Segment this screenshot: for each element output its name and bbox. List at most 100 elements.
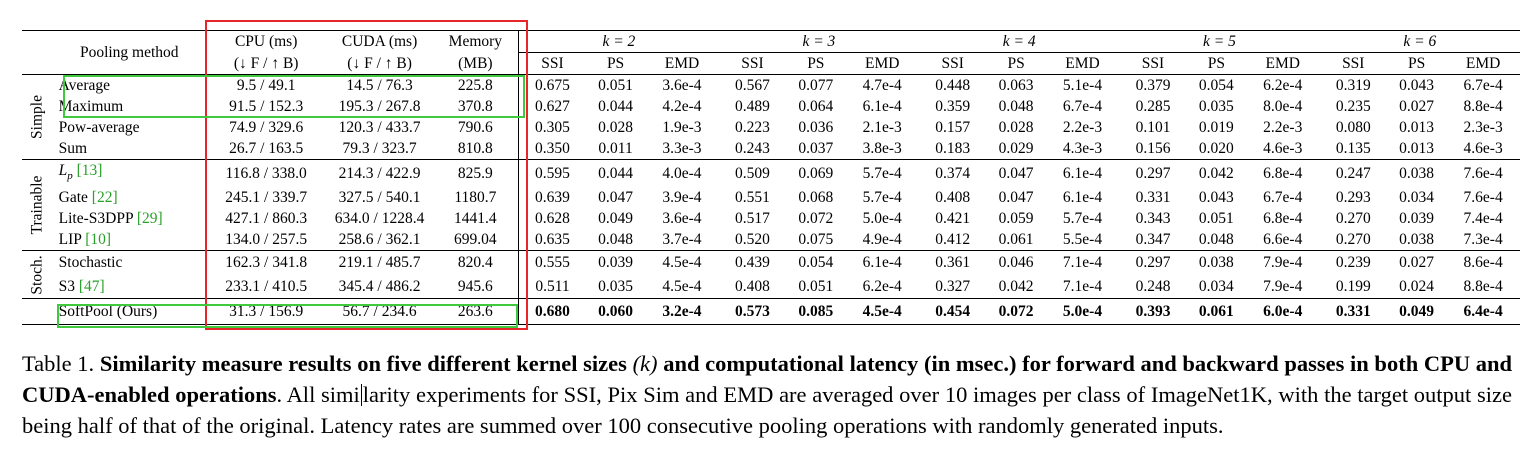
metric-cell: 4.5e-4 (862, 303, 902, 321)
citation-link[interactable]: [29] (136, 210, 163, 228)
cpu-cell: 91.5 / 152.3 (229, 98, 304, 115)
metric-cell: 0.059 (998, 210, 1034, 228)
metric-cell: 0.051 (598, 77, 633, 94)
method-name-text: Lite-S3DPP (58, 210, 133, 228)
method-name: Maximum (53, 96, 206, 117)
metric-cell: 0.069 (798, 165, 834, 183)
metric-cell: 0.038 (1198, 254, 1234, 272)
cuda-cell: 634.0 / 1228.4 (334, 210, 425, 228)
metric-cell: 0.331 (1135, 189, 1171, 207)
metric-cell: 0.054 (1198, 77, 1234, 94)
metric-cell: 0.567 (735, 77, 770, 94)
table-row: Gate [22] 245.1 / 339.7 327.5 / 540.1 1180.… (22, 187, 1520, 209)
citation-link[interactable]: [10] (85, 231, 112, 249)
metric-cell: 0.072 (998, 303, 1034, 321)
metric-cell: 0.421 (935, 210, 971, 228)
metric-cell: 6.1e-4 (862, 254, 902, 272)
method-name: SoftPool (Ours) (53, 299, 206, 325)
metric-cell: 0.489 (735, 98, 770, 115)
method-name-text: Sum (58, 140, 88, 157)
metric-cell: 8.6e-4 (1463, 254, 1503, 272)
metric-cell: 0.051 (1198, 210, 1234, 228)
cpu-cell: 31.3 / 156.9 (229, 303, 304, 321)
citation-link[interactable]: [22] (91, 189, 118, 207)
metric-cell: 6.2e-4 (1263, 77, 1303, 94)
caption-k: (k) (632, 351, 658, 376)
k6-header: k = 6 (1319, 30, 1520, 53)
metric-cell: 0.028 (998, 119, 1034, 136)
metric-cell: 0.039 (598, 254, 633, 272)
metric-ps: PS (1007, 55, 1025, 72)
metric-cell: 0.042 (1198, 165, 1234, 183)
metric-cell: 0.374 (935, 165, 971, 183)
metric-cell: 0.379 (1135, 77, 1171, 94)
mem-cell: 699.04 (454, 231, 497, 249)
metric-cell: 0.156 (1135, 140, 1171, 157)
metric-cell: 0.061 (998, 231, 1034, 249)
metric-cell: 7.6e-4 (1463, 165, 1503, 183)
metric-cell: 0.034 (1399, 189, 1435, 207)
caption-text-b: larity experiments for SSI, Pix Sim and … (22, 382, 1512, 438)
mem-cell: 790.6 (457, 119, 493, 136)
metric-cell: 4.7e-4 (862, 77, 902, 94)
group-label-text: Trainable (28, 175, 46, 235)
k2-header: k = 2 (518, 30, 719, 53)
cuda-cell: 195.3 / 267.8 (338, 98, 421, 115)
metric-cell: 0.235 (1335, 98, 1371, 115)
metric-cell: 3.6e-4 (662, 210, 702, 228)
metric-cell: 4.3e-3 (1062, 140, 1103, 157)
metric-cell: 0.247 (1335, 165, 1371, 183)
memory-unit: (MB) (458, 54, 493, 72)
metric-cell: 0.047 (998, 165, 1034, 183)
table-row: Trainable Lp [13] 116.8 / 338.0 214.3 / 422… (22, 159, 1520, 234)
citation-link[interactable]: [47] (78, 277, 105, 295)
metric-cell: 0.347 (1135, 231, 1171, 249)
cpu-cell: 427.1 / 860.3 (225, 210, 308, 228)
caption-text-a: . All simi (276, 382, 360, 407)
metric-cell: 0.039 (1399, 210, 1435, 228)
metric-cell: 6.2e-4 (862, 277, 902, 295)
metric-ps: PS (1407, 55, 1426, 72)
metric-cell: 2.2e-3 (1062, 119, 1103, 136)
metric-cell: 0.042 (998, 277, 1034, 295)
citation-link[interactable]: [13] (76, 162, 103, 179)
metric-cell: 0.627 (518, 96, 586, 117)
cpu-cell: 134.0 / 257.5 (225, 231, 308, 249)
metric-cell: 0.248 (1135, 277, 1171, 295)
metric-cell: 5.5e-4 (1062, 231, 1103, 249)
cpu-cell: 74.9 / 329.6 (229, 119, 304, 136)
method-name: Lp [13] (53, 160, 206, 188)
method-name: Pow-average (53, 117, 206, 138)
mem-cell: 370.8 (457, 98, 493, 115)
caption-bold-1: Similarity measure results on five diffe… (99, 351, 627, 376)
metric-cell: 0.048 (998, 98, 1034, 115)
cuda-cell: 327.5 / 540.1 (338, 189, 421, 207)
metric-cell: 0.038 (1399, 231, 1435, 249)
cuda-direction: (↓ F / ↑ B) (347, 54, 412, 72)
metric-cell: 0.408 (735, 277, 770, 295)
method-name-text: S3 (58, 277, 76, 295)
cuda-cell: 79.3 / 323.7 (342, 140, 417, 157)
metric-cell: 0.223 (735, 119, 770, 136)
metric-cell: 0.051 (798, 277, 834, 295)
metric-cell: 0.520 (735, 231, 770, 249)
group-label: Stoch. (22, 251, 53, 299)
group-label (22, 299, 53, 325)
cpu-direction: (↓ F / ↑ B) (233, 54, 299, 72)
cuda-cell: 258.6 / 362.1 (338, 231, 421, 249)
metric-cell: 0.454 (935, 303, 971, 321)
metric-cell: 0.034 (1198, 277, 1234, 295)
metric-cell: 6.6e-4 (1263, 231, 1303, 249)
metric-cell: 7.1e-4 (1062, 254, 1103, 272)
method-name-text: Lp (58, 162, 73, 183)
metric-cell: 0.327 (935, 277, 971, 295)
metric-cell: 0.628 (518, 208, 586, 230)
metric-cell: 0.555 (518, 250, 586, 275)
metric-cell: 0.027 (1399, 254, 1435, 272)
metric-cell: 0.049 (1399, 303, 1435, 321)
metric-cell: 0.027 (1399, 98, 1435, 115)
metric-cell: 3.3e-3 (662, 140, 702, 157)
metric-cell: 0.068 (798, 189, 834, 207)
cpu-cell: 26.7 / 163.5 (229, 140, 304, 157)
method-name-text: Average (58, 77, 110, 94)
